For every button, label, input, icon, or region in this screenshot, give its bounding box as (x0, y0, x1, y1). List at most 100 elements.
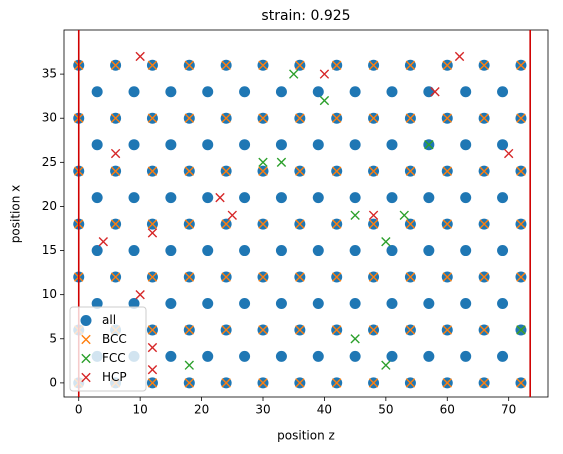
point (295, 325, 305, 335)
point (165, 192, 177, 204)
point (147, 325, 158, 335)
point (202, 86, 214, 98)
point (239, 86, 251, 98)
x-tick-label: 30 (255, 403, 270, 417)
point (184, 113, 194, 123)
point (295, 272, 305, 282)
point (381, 360, 391, 370)
y-axis-label: position x (9, 185, 23, 243)
point (110, 60, 121, 70)
point (460, 86, 472, 98)
point (516, 272, 526, 282)
point (460, 192, 472, 204)
point (497, 192, 509, 204)
point (497, 350, 509, 362)
chart-title: strain: 0.925 (261, 8, 350, 24)
point (349, 297, 361, 309)
point (319, 95, 330, 106)
point (423, 297, 435, 309)
point (165, 297, 177, 309)
axes-frame (63, 29, 549, 398)
y-tick-label: 0 (49, 375, 57, 389)
x-tick-label: 10 (133, 403, 148, 417)
point (368, 325, 379, 335)
point (221, 325, 231, 335)
point (184, 360, 194, 370)
y-tick-label: 25 (42, 155, 57, 169)
point (386, 350, 398, 362)
point (275, 245, 287, 257)
x-axis-label: position z (277, 429, 335, 443)
point (147, 228, 158, 238)
point (349, 245, 361, 257)
point (147, 272, 158, 282)
point (221, 219, 231, 229)
legend-label: BCC (102, 332, 127, 346)
point (165, 86, 177, 98)
x-tick-label: 20 (194, 403, 209, 417)
point (312, 245, 324, 257)
point (91, 192, 103, 204)
point (405, 219, 416, 229)
point (516, 378, 526, 388)
point (423, 192, 435, 204)
point (497, 297, 509, 309)
point (516, 60, 526, 70)
point (479, 166, 489, 176)
point (368, 219, 379, 229)
point (516, 166, 526, 176)
point (258, 325, 268, 335)
point (221, 60, 231, 70)
point (497, 245, 509, 257)
point (202, 139, 214, 151)
x-tick-label: 60 (440, 403, 455, 417)
point (312, 350, 324, 362)
point (110, 166, 121, 176)
point (147, 166, 158, 176)
point (332, 272, 342, 282)
point (332, 378, 342, 388)
point (91, 297, 103, 309)
point (165, 245, 177, 257)
point (258, 157, 268, 168)
point (332, 219, 342, 229)
point (184, 219, 194, 229)
point (128, 86, 140, 98)
point (479, 378, 489, 388)
y-tick-label: 10 (42, 287, 57, 301)
point (165, 350, 177, 362)
point (405, 166, 416, 176)
point (479, 219, 489, 229)
legend-label: all (102, 313, 116, 327)
point (405, 378, 416, 388)
point (312, 86, 324, 98)
point (184, 166, 194, 176)
point (479, 60, 489, 70)
point (381, 237, 391, 247)
point (442, 378, 452, 388)
point (184, 60, 194, 70)
point (312, 297, 324, 309)
x-tick-label: 0 (75, 403, 83, 417)
point (239, 350, 251, 362)
point (405, 60, 416, 70)
point (516, 325, 526, 335)
point (239, 192, 251, 204)
y-tick-label: 5 (49, 331, 57, 345)
point (497, 86, 509, 98)
point (135, 289, 145, 300)
point (91, 86, 103, 98)
point (368, 60, 379, 70)
point (442, 60, 452, 70)
point (147, 378, 158, 388)
point (275, 297, 287, 309)
legend-label: FCC (102, 351, 126, 365)
point (423, 350, 435, 362)
point (497, 139, 509, 151)
point (258, 60, 268, 70)
point (275, 192, 287, 204)
point (405, 113, 416, 123)
point (430, 87, 440, 97)
point (128, 192, 140, 204)
point (258, 219, 268, 229)
